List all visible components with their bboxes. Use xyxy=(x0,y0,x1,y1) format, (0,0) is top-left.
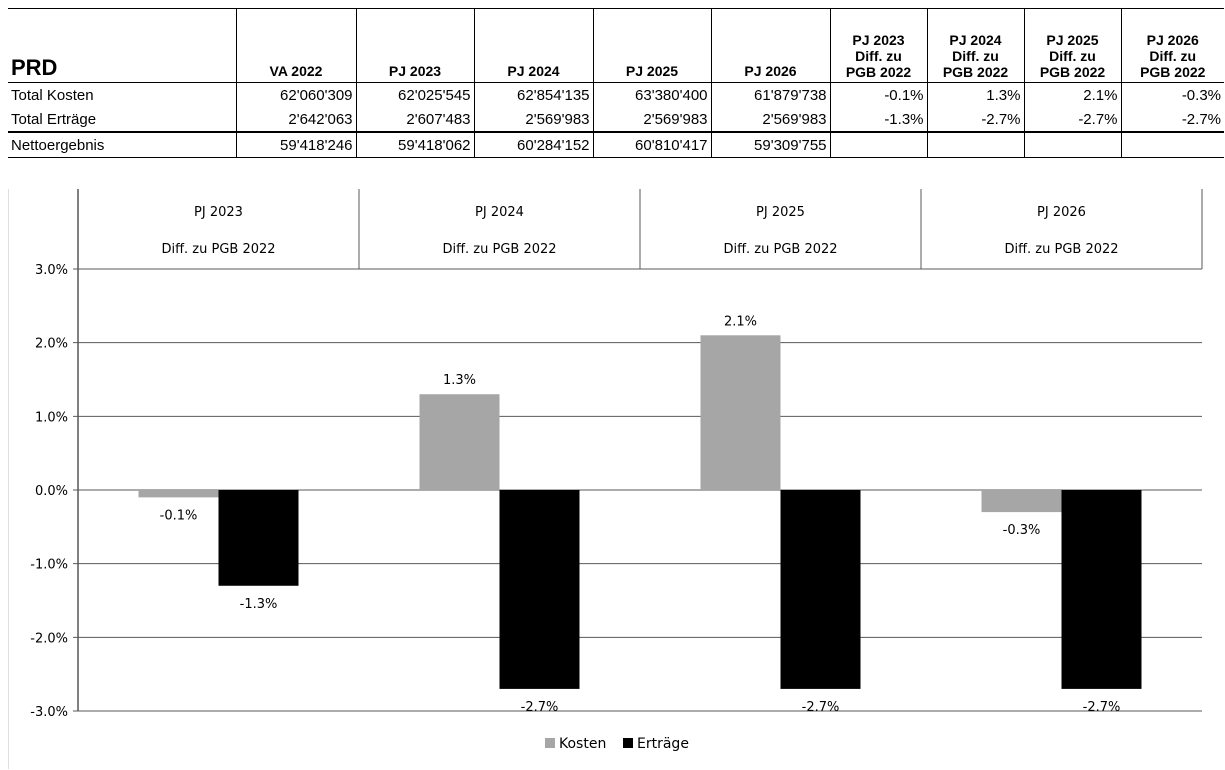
bar-chart: 3.0% 2.0% 1.0% 0.0% -1.0% -2.0% -3.0% PJ 2023 Di… xyxy=(8,189,1203,769)
bar-ertrge-3 xyxy=(780,490,861,689)
data-label: -0.1% xyxy=(160,508,198,523)
diff-header-2025: PJ 2025 Diff. zu PGB 2022 xyxy=(1023,8,1122,83)
data-label: 2.1% xyxy=(724,314,757,329)
data-label: -1.3% xyxy=(240,597,278,612)
cell-diff-2026: -0.3% xyxy=(1120,82,1224,107)
category-label-year: PJ 2023 xyxy=(194,205,243,220)
category-label-year: PJ 2026 xyxy=(1037,205,1086,220)
bar-ertrge-4 xyxy=(1061,490,1142,689)
financial-table: PRD VA 2022 PJ 2023 PJ 2024 PJ 2025 PJ 2… xyxy=(8,8,1224,158)
cell-pj-2025: 63'380'400 xyxy=(592,82,712,107)
cell-va-2022: 2'642'063 xyxy=(235,107,357,133)
cell-diff-2023: -1.3% xyxy=(829,107,928,133)
diff-header-line2: PGB 2022 xyxy=(942,64,1009,80)
diff-header-line1: Diff. zu xyxy=(952,48,999,64)
diff-header-line2: PGB 2022 xyxy=(845,64,912,80)
bar-kosten-4 xyxy=(981,490,1062,513)
y-tick-label: 2.0% xyxy=(35,337,68,352)
diff-header-line1: Diff. zu xyxy=(855,48,902,64)
cell-pj-2024: 62'854'135 xyxy=(473,82,594,107)
data-label: -2.7% xyxy=(521,700,559,715)
cell-diff-2024 xyxy=(926,131,1025,158)
diff-header-line1: Diff. zu xyxy=(1149,48,1197,64)
cell-diff-2024: 1.3% xyxy=(926,82,1025,107)
legend-label-kosten: Kosten xyxy=(559,736,606,752)
cell-diff-2024: -2.7% xyxy=(926,107,1025,133)
bar-kosten-3 xyxy=(700,335,781,490)
diff-header-year: PJ 2023 xyxy=(852,32,905,48)
row-label: Total Kosten xyxy=(8,82,237,107)
y-tick-label: 0.0% xyxy=(35,484,68,499)
table-header-row: PRD VA 2022 PJ 2023 PJ 2024 PJ 2025 PJ 2… xyxy=(8,8,1224,83)
cell-diff-2026 xyxy=(1120,131,1224,158)
diff-header-line2: PGB 2022 xyxy=(1140,64,1206,80)
cell-pj-2025: 60'810'417 xyxy=(592,131,712,158)
category-label-year: PJ 2024 xyxy=(475,205,524,220)
category-label-diff: Diff. zu PGB 2022 xyxy=(161,242,275,257)
cell-diff-2023: -0.1% xyxy=(829,82,928,107)
col-header-va-2022: VA 2022 xyxy=(235,8,357,83)
col-header-pj-2026: PJ 2026 xyxy=(710,8,831,83)
cell-pj-2025: 2'569'983 xyxy=(592,107,712,133)
y-tick-label: 3.0% xyxy=(35,263,68,278)
diff-header-year: PJ 2026 xyxy=(1146,32,1199,48)
data-label: 1.3% xyxy=(443,373,476,388)
diff-header-line2: PGB 2022 xyxy=(1039,64,1106,80)
cell-va-2022: 59'418'246 xyxy=(235,131,357,158)
col-header-pj-2023: PJ 2023 xyxy=(355,8,475,83)
data-label: -2.7% xyxy=(1083,700,1121,715)
legend-swatch-kosten xyxy=(545,738,555,748)
category-label-year: PJ 2025 xyxy=(756,205,805,220)
cell-va-2022: 62'060'309 xyxy=(235,82,357,107)
y-tick-label: -1.0% xyxy=(30,558,68,573)
legend-label-ertrge: Erträge xyxy=(637,736,689,752)
bar-kosten-1 xyxy=(138,490,219,498)
category-label-diff: Diff. zu PGB 2022 xyxy=(723,242,837,257)
cell-diff-2025: -2.7% xyxy=(1023,107,1122,133)
cell-diff-2025: 2.1% xyxy=(1023,82,1122,107)
cell-diff-2025 xyxy=(1023,131,1122,158)
cell-pj-2024: 60'284'152 xyxy=(473,131,594,158)
diff-header-2024: PJ 2024 Diff. zu PGB 2022 xyxy=(926,8,1025,83)
diff-header-year: PJ 2025 xyxy=(1046,32,1099,48)
data-label: -0.3% xyxy=(1003,523,1041,538)
cell-pj-2023: 2'607'483 xyxy=(355,107,475,133)
bar-ertrge-2 xyxy=(499,490,580,689)
diff-header-2023: PJ 2023 Diff. zu PGB 2022 xyxy=(829,8,928,83)
col-header-pj-2025: PJ 2025 xyxy=(592,8,712,83)
y-tick-label: 1.0% xyxy=(35,410,68,425)
row-label: Nettoergebnis xyxy=(8,131,237,158)
table-row-kosten: Total Kosten 62'060'309 62'025'545 62'85… xyxy=(8,82,1224,107)
cell-pj-2026: 2'569'983 xyxy=(710,107,831,133)
cell-pj-2026: 61'879'738 xyxy=(710,82,831,107)
diff-header-line1: Diff. zu xyxy=(1049,48,1096,64)
cell-pj-2026: 59'309'755 xyxy=(710,131,831,158)
cell-pj-2023: 62'025'545 xyxy=(355,82,475,107)
category-label-diff: Diff. zu PGB 2022 xyxy=(442,242,556,257)
bar-kosten-2 xyxy=(419,394,500,490)
bar-ertrge-1 xyxy=(218,490,299,586)
cell-pj-2023: 59'418'062 xyxy=(355,131,475,158)
row-label: Total Erträge xyxy=(8,107,237,133)
cell-diff-2026: -2.7% xyxy=(1120,107,1224,133)
data-label: -2.7% xyxy=(802,700,840,715)
col-header-pj-2024: PJ 2024 xyxy=(473,8,594,83)
y-tick-label: -3.0% xyxy=(30,705,68,720)
legend-swatch-ertrge xyxy=(623,738,633,748)
table-title: PRD xyxy=(8,8,237,83)
diff-header-2026: PJ 2026 Diff. zu PGB 2022 xyxy=(1120,8,1224,83)
y-tick-label: -2.0% xyxy=(30,631,68,646)
cell-diff-2023 xyxy=(829,131,928,158)
diff-header-year: PJ 2024 xyxy=(949,32,1002,48)
cell-pj-2024: 2'569'983 xyxy=(473,107,594,133)
table-row-netto: Nettoergebnis 59'418'246 59'418'062 60'2… xyxy=(8,131,1224,158)
chart-container: 3.0% 2.0% 1.0% 0.0% -1.0% -2.0% -3.0% PJ 2023 Di… xyxy=(8,189,1224,769)
category-label-diff: Diff. zu PGB 2022 xyxy=(1004,242,1118,257)
table-row-ertraege: Total Erträge 2'642'063 2'607'483 2'569'… xyxy=(8,107,1224,133)
